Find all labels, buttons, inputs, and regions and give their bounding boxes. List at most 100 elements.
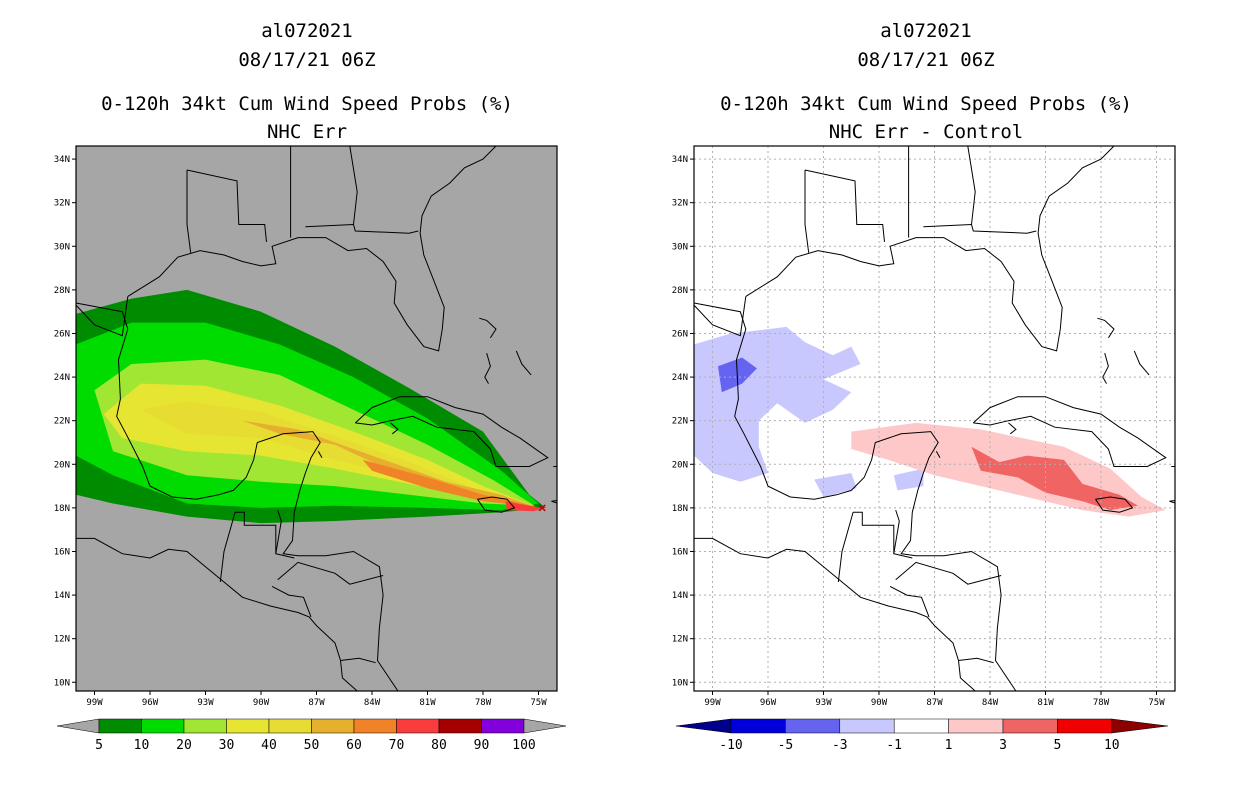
- right-map-area: [694, 146, 1175, 691]
- lat-label-8: 18N: [54, 504, 70, 514]
- lat-label-4: 26N: [672, 329, 688, 339]
- lon-label-7: 78W: [1093, 698, 1110, 708]
- lat-label-5: 24N: [672, 373, 688, 383]
- colorbar-label-1: -5: [778, 738, 794, 753]
- colorbar-label-9: 90: [474, 738, 490, 753]
- coastline-8: [1133, 350, 1150, 376]
- border-9: [889, 585, 930, 618]
- coastline-6: [479, 317, 497, 339]
- lat-label-9: 16N: [672, 547, 688, 557]
- border-2: [186, 169, 267, 242]
- lon-label-8: 75W: [1148, 698, 1165, 708]
- border-1: [804, 170, 810, 253]
- lat-label-12: 10N: [54, 678, 70, 688]
- right-gridlines: [694, 146, 1175, 691]
- coastline-9: [1008, 422, 1017, 435]
- left-title-datetime: 08/17/21 06Z: [238, 49, 375, 71]
- lon-label-6: 81W: [419, 698, 436, 708]
- lat-label-1: 32N: [672, 199, 688, 209]
- colorbar-left-triangle: [56, 718, 100, 734]
- border-7: [837, 512, 854, 583]
- colorbar-label-7: 70: [389, 738, 405, 753]
- coastline-6: [1097, 317, 1115, 339]
- lat-label-10: 14N: [54, 591, 70, 601]
- colorbar-box-2: [839, 718, 895, 734]
- colorbar-label-0: -10: [719, 738, 742, 753]
- lon-label-8: 75W: [530, 698, 547, 708]
- lon-label-3: 90W: [871, 698, 888, 708]
- colorbar-label-3: 30: [219, 738, 235, 753]
- diff-area-neg3-2: [814, 473, 857, 497]
- prob-area-70-7: [505, 501, 544, 512]
- colorbar-box-4: [268, 718, 312, 734]
- left-title-storm-id: al072021: [261, 20, 353, 42]
- lat-label-9: 16N: [54, 547, 70, 557]
- coastline-7: [484, 352, 491, 384]
- right-title-product: 0-120h 34kt Cum Wind Speed Probs (%): [720, 93, 1132, 115]
- left-storm-marker: [538, 504, 546, 512]
- colorbar-left-triangle: [675, 718, 732, 734]
- lat-label-7: 20N: [54, 460, 70, 470]
- lat-label-12: 10N: [672, 678, 688, 688]
- colorbar-box-5: [1002, 718, 1058, 734]
- border-5: [967, 146, 976, 225]
- coastline-5: [551, 466, 557, 504]
- lon-label-0: 99W: [704, 698, 721, 708]
- colorbar-box-6: [353, 718, 397, 734]
- right-panel: al072021 08/17/21 06Z 0-120h 34kt Cum Wi…: [672, 20, 1176, 753]
- border-6: [235, 511, 295, 559]
- colorbar-box-3: [226, 718, 270, 734]
- coastline-2: [127, 146, 497, 352]
- coastline-4: [1095, 496, 1134, 513]
- lon-label-6: 81W: [1037, 698, 1054, 708]
- left-borders: [76, 146, 419, 664]
- lon-label-1: 96W: [760, 698, 777, 708]
- colorbar-label-5: 3: [999, 738, 1007, 753]
- lat-label-6: 22N: [672, 417, 688, 427]
- lat-label-0: 34N: [54, 155, 70, 165]
- lon-label-5: 84W: [364, 698, 381, 708]
- lat-label-3: 28N: [672, 286, 688, 296]
- coastline-2: [745, 146, 1115, 352]
- lat-label-0: 34N: [672, 155, 688, 165]
- lat-label-7: 20N: [672, 460, 688, 470]
- colorbar-label-2: -3: [832, 738, 848, 753]
- colorbar-right-triangle: [1111, 718, 1168, 734]
- colorbar-box-1: [785, 718, 841, 734]
- coastline-1: [694, 537, 976, 691]
- lat-label-2: 30N: [672, 242, 688, 252]
- border-1: [186, 170, 192, 253]
- lon-label-2: 93W: [815, 698, 832, 708]
- right-axis-ticks: 99W 96W 93W 90W 87W 84W 81W 78W 75W 34N 32N 30N 28N 2…: [672, 155, 1165, 708]
- lat-label-11: 12N: [54, 635, 70, 645]
- right-title-storm-id: al072021: [880, 20, 972, 42]
- lat-label-2: 30N: [54, 242, 70, 252]
- lat-label-3: 28N: [54, 286, 70, 296]
- left-colorbar: 5 10 20 30 40 50 60 70 80 90 100: [56, 718, 567, 753]
- colorbar-box-6: [1057, 718, 1113, 734]
- colorbar-box-7: [396, 718, 440, 734]
- colorbar-label-4: 1: [945, 738, 953, 753]
- lat-label-1: 32N: [54, 199, 70, 209]
- storm-marker-stroke-2: [538, 504, 546, 512]
- border-11: [340, 657, 376, 664]
- right-difference-fills: [694, 326, 1166, 517]
- border-4: [305, 223, 419, 234]
- border-10: [277, 561, 384, 585]
- lat-label-8: 18N: [672, 504, 688, 514]
- colorbar-label-10: 100: [512, 738, 535, 753]
- border-2: [804, 169, 885, 242]
- left-probability-fills: [76, 289, 546, 524]
- colorbar-label-5: 50: [304, 738, 320, 753]
- coastline-8: [515, 350, 532, 376]
- colorbar-label-8: 80: [431, 738, 447, 753]
- colorbar-label-1: 10: [134, 738, 150, 753]
- colorbar-box-2: [183, 718, 227, 734]
- left-panel: al072021 08/17/21 06Z 0-120h 34kt Cum Wi…: [54, 20, 567, 753]
- diff-area-3-5: [971, 446, 1138, 511]
- lon-label-5: 84W: [982, 698, 999, 708]
- coastline-1: [76, 537, 358, 691]
- border-6: [853, 511, 913, 559]
- coastline-0: [76, 302, 399, 691]
